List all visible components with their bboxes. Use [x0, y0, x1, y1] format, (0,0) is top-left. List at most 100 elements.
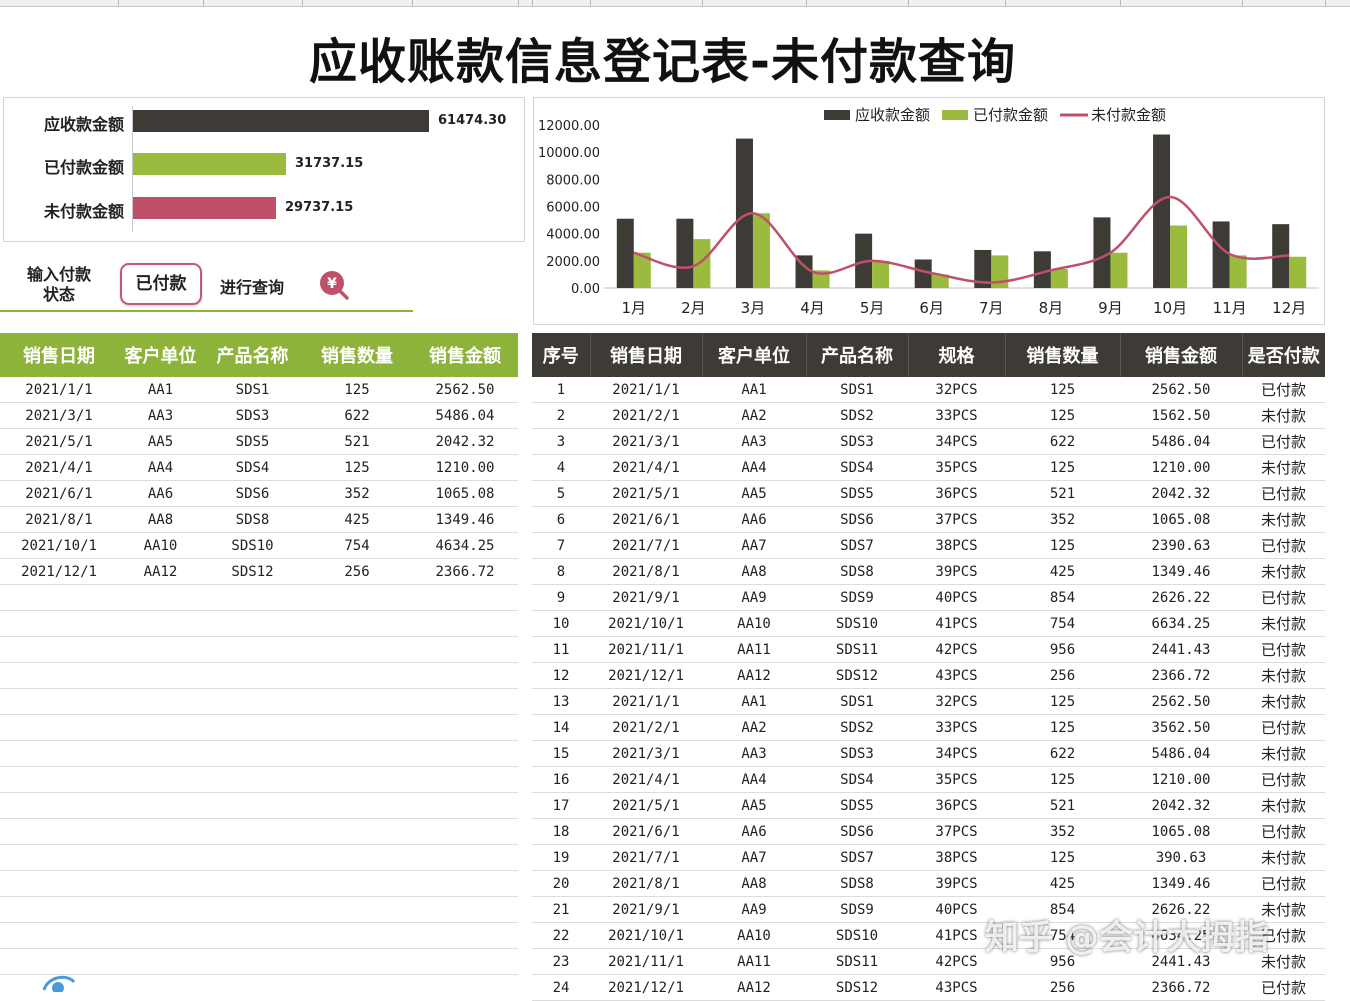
table-cell[interactable] [203, 792, 302, 819]
column-header[interactable]: 产品名称 [806, 333, 909, 377]
table-cell[interactable] [412, 610, 518, 637]
table-cell[interactable] [0, 896, 118, 923]
table-row[interactable]: 10 2021/10/1 AA10 SDS10 41PCS 754 6634.25 未付款 [532, 610, 1325, 637]
table-cell[interactable]: 4634.25 [1120, 922, 1242, 949]
table-cell[interactable]: 1065.08 [1120, 506, 1242, 533]
table-cell[interactable]: 11 [532, 636, 590, 663]
table-cell[interactable]: SDS3 [203, 402, 302, 429]
table-cell[interactable]: 36PCS [908, 480, 1005, 507]
table-cell[interactable]: 1349.46 [412, 506, 518, 533]
table-cell[interactable]: 956 [1005, 948, 1120, 975]
table-cell[interactable]: 未付款 [1242, 506, 1325, 533]
column-header[interactable]: 销售数量 [1005, 333, 1121, 377]
table-cell[interactable]: 2042.32 [1120, 792, 1242, 819]
table-cell[interactable]: AA2 [702, 402, 806, 429]
table-cell[interactable]: AA8 [702, 558, 806, 585]
table-cell[interactable]: 5486.04 [412, 402, 518, 429]
table-cell[interactable] [0, 818, 118, 845]
table-row[interactable]: 18 2021/6/1 AA6 SDS6 37PCS 352 1065.08 已付款 [532, 818, 1325, 845]
table-cell[interactable]: 9 [532, 584, 590, 611]
empty-row[interactable] [0, 610, 518, 637]
table-cell[interactable]: 2021/3/1 [0, 402, 118, 429]
table-cell[interactable]: 已付款 [1242, 870, 1325, 897]
table-cell[interactable]: 425 [1005, 558, 1120, 585]
table-cell[interactable] [412, 766, 518, 793]
table-cell[interactable]: 4634.25 [412, 532, 518, 559]
table-cell[interactable]: 6 [532, 506, 590, 533]
table-cell[interactable]: 352 [1005, 818, 1120, 845]
table-cell[interactable]: 754 [1005, 922, 1120, 949]
table-cell[interactable]: 622 [302, 402, 412, 429]
table-cell[interactable]: 22 [532, 922, 590, 949]
table-cell[interactable]: 未付款 [1242, 402, 1325, 429]
table-cell[interactable]: AA6 [702, 818, 806, 845]
table-cell[interactable]: 1 [532, 377, 590, 403]
table-cell[interactable] [0, 610, 118, 637]
table-cell[interactable] [0, 714, 118, 741]
empty-row[interactable] [0, 740, 518, 767]
table-cell[interactable]: 754 [1005, 610, 1120, 637]
table-row[interactable]: 4 2021/4/1 AA4 SDS4 35PCS 125 1210.00 未付款 [532, 454, 1325, 481]
table-cell[interactable] [0, 948, 118, 975]
table-cell[interactable]: AA4 [118, 454, 203, 481]
column-header[interactable]: 销售数量 [302, 333, 412, 377]
table-row[interactable]: 8 2021/8/1 AA8 SDS8 39PCS 425 1349.46 未付款 [532, 558, 1325, 585]
table-cell[interactable]: 1349.46 [1120, 870, 1242, 897]
table-cell[interactable] [412, 896, 518, 923]
table-cell[interactable] [203, 610, 302, 637]
table-cell[interactable]: AA6 [702, 506, 806, 533]
table-cell[interactable]: 2042.32 [1120, 480, 1242, 507]
empty-row[interactable] [0, 714, 518, 741]
table-cell[interactable] [412, 818, 518, 845]
table-row[interactable]: 14 2021/2/1 AA2 SDS2 33PCS 125 3562.50 已付款 [532, 714, 1325, 741]
table-cell[interactable] [302, 844, 412, 871]
table-cell[interactable]: 32PCS [908, 688, 1005, 715]
table-cell[interactable]: SDS9 [806, 896, 908, 923]
table-cell[interactable]: AA6 [118, 480, 203, 507]
table-cell[interactable] [302, 610, 412, 637]
table-cell[interactable]: SDS6 [806, 818, 908, 845]
table-cell[interactable] [302, 948, 412, 975]
table-cell[interactable]: 5486.04 [1120, 740, 1242, 767]
table-cell[interactable]: 2562.50 [1120, 377, 1242, 403]
table-cell[interactable]: SDS5 [806, 480, 908, 507]
table-row[interactable]: 2021/6/1 AA6 SDS6 352 1065.08 [0, 480, 518, 507]
table-cell[interactable] [118, 610, 203, 637]
table-cell[interactable]: 3 [532, 428, 590, 455]
table-cell[interactable]: 38PCS [908, 532, 1005, 559]
table-cell[interactable] [0, 844, 118, 871]
table-row[interactable]: 9 2021/9/1 AA9 SDS9 40PCS 854 2626.22 已付款 [532, 584, 1325, 611]
table-cell[interactable]: 未付款 [1242, 454, 1325, 481]
table-cell[interactable]: 1349.46 [1120, 558, 1242, 585]
table-cell[interactable] [412, 844, 518, 871]
table-cell[interactable] [412, 922, 518, 949]
table-cell[interactable]: 2021/7/1 [590, 844, 702, 871]
table-cell[interactable]: 34PCS [908, 740, 1005, 767]
table-cell[interactable] [302, 714, 412, 741]
table-cell[interactable]: 14 [532, 714, 590, 741]
table-cell[interactable]: AA5 [702, 792, 806, 819]
empty-row[interactable] [0, 844, 518, 871]
table-cell[interactable]: 已付款 [1242, 532, 1325, 559]
table-cell[interactable]: SDS8 [203, 506, 302, 533]
empty-row[interactable] [0, 922, 518, 949]
empty-row[interactable] [0, 636, 518, 663]
column-header[interactable]: 序号 [532, 333, 591, 377]
column-header[interactable]: 销售日期 [590, 333, 703, 377]
table-cell[interactable] [203, 948, 302, 975]
table-cell[interactable]: 未付款 [1242, 610, 1325, 637]
table-cell[interactable] [203, 922, 302, 949]
table-cell[interactable]: 2021/12/1 [590, 662, 702, 689]
table-cell[interactable]: 1065.08 [1120, 818, 1242, 845]
table-cell[interactable]: 2021/1/1 [0, 377, 118, 403]
table-cell[interactable]: 521 [1005, 480, 1120, 507]
table-cell[interactable] [302, 896, 412, 923]
table-cell[interactable]: 19 [532, 844, 590, 871]
column-header[interactable]: 销售金额 [412, 333, 518, 377]
table-cell[interactable] [0, 792, 118, 819]
table-cell[interactable]: 2562.50 [1120, 688, 1242, 715]
table-cell[interactable]: AA11 [702, 636, 806, 663]
table-cell[interactable] [302, 688, 412, 715]
table-cell[interactable]: 2021/5/1 [590, 480, 702, 507]
table-cell[interactable]: 39PCS [908, 870, 1005, 897]
